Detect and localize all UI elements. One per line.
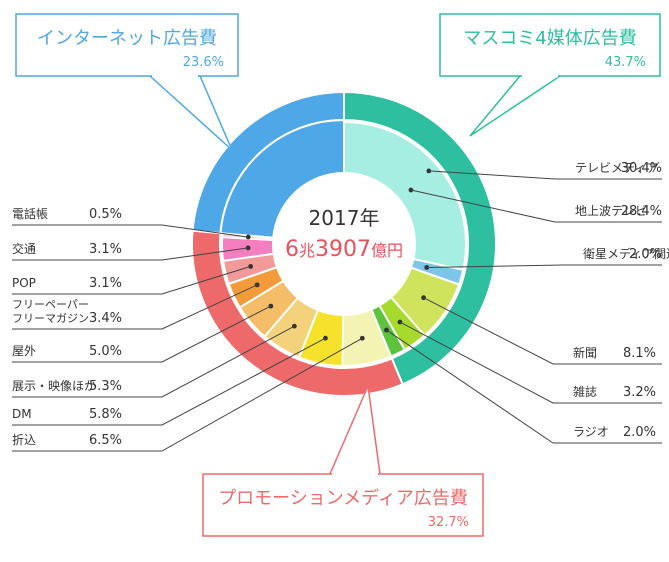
segment-name-13: 電話帳 (12, 206, 48, 221)
segment-name-3: 新聞 (573, 345, 597, 360)
center-label: 2017年 6兆3907億円 (285, 206, 403, 262)
callout-pointer-2 (328, 383, 381, 475)
leader-line-8 (12, 325, 295, 398)
segment-value-0: 30.4% (621, 161, 662, 176)
segment-name-1: 地上波テレビ (575, 204, 647, 218)
center-total-num1: 6 (285, 237, 299, 262)
segment-name-0: テレビメディア (575, 160, 658, 175)
leader-line-11 (12, 265, 251, 295)
callout-value-0: 23.6% (183, 55, 224, 70)
leader-line-6 (12, 337, 363, 452)
segment-value-7: 5.8% (89, 407, 122, 422)
inner-slice-13 (219, 118, 345, 239)
segment-name-9: 屋外 (12, 344, 36, 358)
leader-line-3 (423, 297, 662, 365)
leader-line-12 (12, 247, 249, 261)
leader-line-9 (12, 305, 272, 363)
segment-name-2: 衛星メディア関連 (583, 246, 669, 261)
callout-box-1 (439, 13, 661, 77)
center-total-unit2: 億円 (371, 241, 403, 260)
leader-line-5 (386, 329, 662, 444)
center-total-num2: 3907 (315, 237, 371, 262)
callout-title-1: マスコミ4媒体広告費 (463, 28, 636, 49)
segment-value-8: 5.3% (89, 379, 122, 394)
callout-pointer-1 (469, 75, 563, 137)
inner-slice-0 (343, 120, 467, 272)
segment-value-13: 0.5% (89, 207, 122, 222)
segment-value-11: 3.1% (89, 276, 122, 291)
callout-title-0: インターネット広告費 (37, 28, 217, 49)
callout-title-2: プロモーションメディア広告費 (218, 488, 468, 509)
center-year: 2017年 (309, 206, 380, 230)
callout-box-2 (202, 473, 484, 537)
segment-value-9: 5.0% (89, 344, 122, 359)
leader-line-1 (410, 189, 662, 223)
leader-line-13 (12, 224, 249, 238)
segment-name-8: 展示・映像ほか (12, 379, 96, 393)
segment-name-6: 折込 (12, 432, 36, 447)
center-total: 6兆3907億円 (285, 237, 403, 262)
segment-value-10: 3.4% (89, 311, 122, 326)
segment-name-7: DM (12, 407, 32, 421)
leader-line-4 (399, 321, 662, 404)
segment-value-12: 3.1% (89, 242, 122, 257)
segment-name-11: POP (12, 276, 36, 290)
segment-value-6: 6.5% (89, 433, 122, 448)
inner-ring (219, 118, 467, 368)
callout-pointer-0 (148, 75, 233, 151)
segment-name-5: ラジオ (573, 425, 609, 439)
callout-box-0 (15, 13, 239, 77)
leader-dot-11 (248, 264, 254, 269)
segment-name-12: 交通 (12, 241, 36, 256)
segment-value-4: 3.2% (623, 385, 656, 400)
leader-line-2 (426, 264, 662, 268)
leader-line-0 (428, 170, 662, 180)
group-callouts: インターネット広告費 23.6% マスコミ4媒体広告費 43.7% プロモーションメディ… (15, 13, 661, 537)
callout-value-2: 32.7% (428, 515, 469, 530)
segment-name-4: 雑誌 (573, 384, 597, 399)
leader-line-10 (12, 284, 258, 330)
segment-value-3: 8.1% (623, 346, 656, 361)
leader-lines (12, 168, 662, 452)
segment-value-5: 2.0% (623, 425, 656, 440)
segment-value-2: 2.0% (629, 247, 662, 262)
callout-value-1: 43.7% (605, 55, 646, 70)
center-total-unit1: 兆 (299, 241, 315, 260)
segment-value-1: 28.4% (621, 204, 662, 219)
segment-name-10-line0: フリーペーパー (12, 298, 89, 311)
segment-name-10-line1: フリーマガジン (12, 312, 89, 325)
leader-dot-13 (245, 234, 251, 240)
leader-line-7 (12, 337, 326, 426)
